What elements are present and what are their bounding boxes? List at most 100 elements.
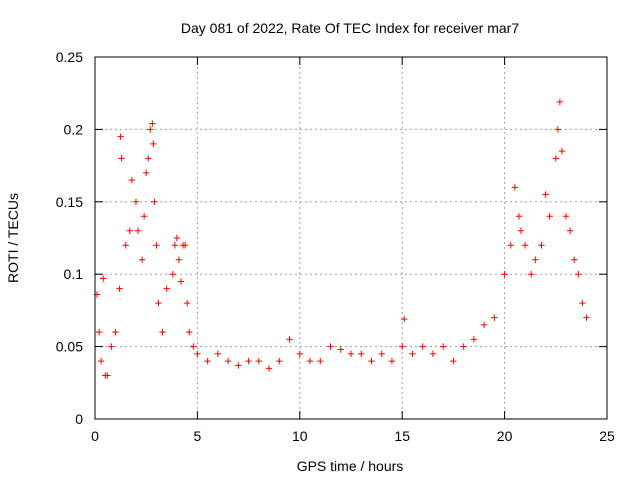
data-point <box>181 242 189 249</box>
grid <box>95 57 607 419</box>
data-point <box>571 256 578 263</box>
data-point <box>265 365 273 372</box>
data-point <box>528 271 535 278</box>
data-point <box>159 328 166 336</box>
data-point <box>134 227 142 234</box>
data-point <box>122 242 129 249</box>
data-point <box>108 343 115 350</box>
data-point <box>175 256 183 263</box>
y-tick-label: 0.25 <box>56 49 83 65</box>
plot-frame <box>94 56 608 420</box>
data-point <box>507 242 514 249</box>
y-tick-label: 0.05 <box>56 339 83 355</box>
data-point <box>296 350 303 358</box>
data-point <box>554 126 562 133</box>
data-point <box>368 357 375 365</box>
data-point <box>388 357 396 365</box>
data-point <box>145 155 152 162</box>
data-point <box>128 176 136 184</box>
data-point <box>163 285 170 292</box>
x-axis-label: GPS time / hours <box>297 458 404 474</box>
data-point <box>450 357 457 365</box>
data-point <box>112 328 119 336</box>
x-tick-label: 10 <box>292 428 308 444</box>
data-point <box>194 350 201 358</box>
data-point <box>99 275 107 282</box>
data-point <box>214 350 222 358</box>
data-point <box>327 343 334 350</box>
data-point <box>491 314 498 321</box>
data-point <box>306 357 314 365</box>
data-point <box>515 213 523 220</box>
x-tick-label: 20 <box>497 428 513 444</box>
data-point <box>116 285 123 292</box>
y-axis-label: ROTI / TECUs <box>5 193 21 283</box>
data-point <box>429 350 437 358</box>
data-point <box>517 227 525 234</box>
data-point <box>378 350 385 358</box>
data-point <box>583 314 590 321</box>
data-point <box>542 191 549 198</box>
data-point <box>173 234 181 242</box>
data-point <box>399 343 406 350</box>
data-point <box>558 147 566 155</box>
data-point <box>401 315 408 323</box>
data-point <box>562 213 570 220</box>
x-tick-label: 0 <box>91 428 99 444</box>
data-point <box>235 362 242 369</box>
data-point <box>337 346 344 353</box>
data-point <box>317 357 324 365</box>
data-point <box>140 213 148 220</box>
data-point <box>575 271 582 278</box>
data-points <box>93 98 590 379</box>
data-point <box>204 357 211 365</box>
data-point <box>460 343 467 350</box>
data-point <box>186 328 193 336</box>
x-tick-label: 25 <box>599 428 615 444</box>
data-point <box>511 184 519 191</box>
data-point <box>155 299 162 307</box>
data-point <box>276 357 283 365</box>
y-tick-label: 0.2 <box>64 121 84 137</box>
data-point <box>224 357 232 365</box>
data-point <box>132 198 140 205</box>
data-point <box>470 336 478 343</box>
data-point <box>552 155 559 162</box>
x-tick-label: 5 <box>194 428 202 444</box>
data-point <box>97 357 105 365</box>
data-point <box>171 242 179 249</box>
data-point <box>347 350 355 358</box>
data-point <box>95 328 103 336</box>
data-point <box>147 126 154 133</box>
data-point <box>546 213 553 220</box>
x-tick-label: 15 <box>394 428 410 444</box>
data-point <box>419 343 426 350</box>
data-point <box>538 242 545 249</box>
data-point <box>532 256 539 263</box>
data-point <box>150 140 157 148</box>
data-point <box>501 271 508 278</box>
data-point <box>177 278 185 285</box>
data-point <box>190 343 197 350</box>
data-point <box>149 120 156 127</box>
chart-title: Day 081 of 2022, Rate Of TEC Index for r… <box>181 20 519 36</box>
data-point <box>169 271 177 278</box>
data-point <box>358 350 365 358</box>
data-point <box>409 350 416 358</box>
data-point <box>255 357 263 365</box>
axis-ticks: 0 5 10 15 20 25 0 0.05 0.1 0.15 0.2 0.25 <box>56 49 615 444</box>
data-point <box>566 227 574 234</box>
data-point <box>579 299 586 307</box>
data-point <box>556 98 564 106</box>
y-tick-label: 0.15 <box>56 194 83 210</box>
data-point <box>153 242 160 249</box>
data-point <box>183 299 191 307</box>
data-point <box>245 357 252 365</box>
data-point <box>118 155 125 162</box>
data-point <box>439 343 447 350</box>
data-point <box>104 372 111 379</box>
data-point <box>126 227 134 234</box>
y-tick-label: 0 <box>75 411 83 427</box>
data-point <box>143 169 150 177</box>
